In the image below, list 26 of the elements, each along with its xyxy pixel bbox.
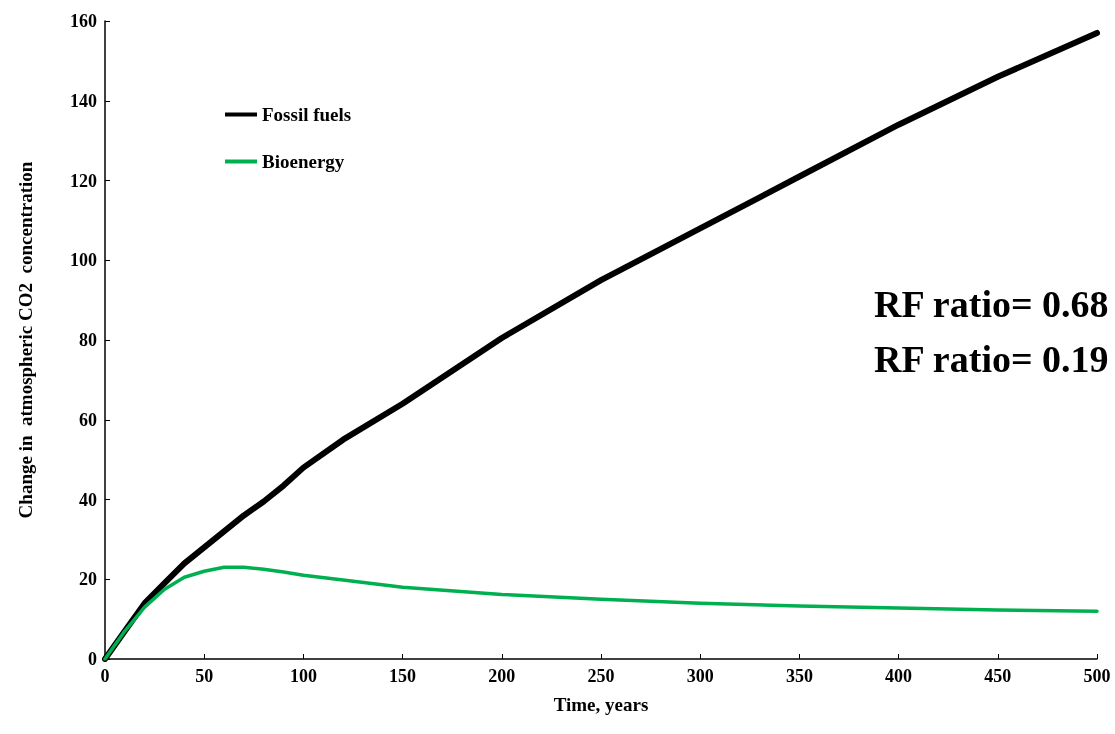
x-tick-label: 50 — [195, 666, 214, 686]
y-tick-label: 100 — [70, 250, 97, 271]
x-tick-label: 350 — [785, 666, 813, 686]
x-tick-label: 450 — [984, 666, 1012, 686]
x-tick-label: 100 — [289, 666, 317, 686]
y-tick-label: 140 — [70, 90, 97, 111]
annotation: RF ratio= 0.19 — [874, 338, 1109, 380]
x-tick-label: 500 — [1083, 666, 1111, 686]
y-tick-label: 160 — [70, 11, 97, 31]
legend-label: Fossil fuels — [262, 104, 352, 125]
y-tick-label: 60 — [79, 409, 97, 430]
y-axis-title: Change in atmospheric CO2 concentration — [15, 161, 36, 519]
y-tick-label: 20 — [79, 569, 97, 590]
x-tick-label: 300 — [686, 666, 714, 686]
x-tick-label: 400 — [885, 666, 913, 686]
x-axis-title: Time, years — [553, 694, 649, 715]
y-tick-label: 40 — [79, 489, 97, 510]
x-tick-label: 250 — [587, 666, 615, 686]
legend-label: Bioenergy — [262, 151, 345, 172]
y-tick-label: 0 — [88, 649, 97, 669]
x-tick-label: 150 — [389, 666, 417, 686]
x-tick-label: 0 — [100, 666, 110, 686]
y-tick-label: 80 — [79, 330, 97, 350]
x-tick-label: 200 — [488, 666, 516, 686]
annotation: RF ratio= 0.68 — [874, 283, 1109, 325]
y-tick-label: 120 — [70, 170, 97, 191]
